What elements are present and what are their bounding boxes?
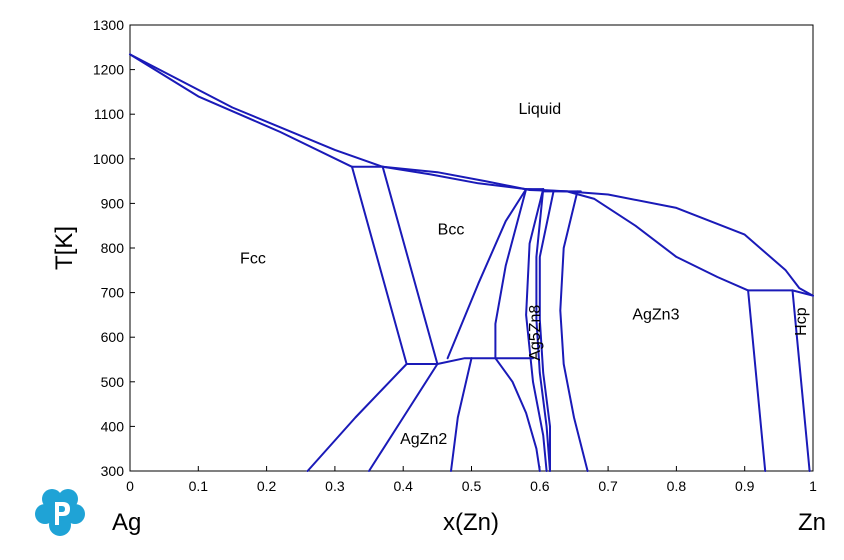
region-label-agzn3: AgZn3 <box>632 306 679 323</box>
y-tick-label: 400 <box>101 418 125 434</box>
x-axis: 0 0.1 0.2 0.3 0.4 0.5 0.6 0.7 0.8 0.9 1 <box>126 466 817 494</box>
left-end-label: Ag <box>112 509 141 536</box>
phase-boundary-5 <box>566 190 750 292</box>
phase-boundary-16 <box>494 357 541 472</box>
x-tick-label: 0.7 <box>598 478 618 494</box>
region-label-fcc: Fcc <box>240 251 266 268</box>
x-tick-label: 0.4 <box>393 478 413 494</box>
plot-frame <box>129 24 814 472</box>
phase-boundary-12 <box>446 188 528 360</box>
region-label-bcc: Bcc <box>438 222 465 239</box>
logo-icon <box>35 489 85 536</box>
phase-boundary-25 <box>791 289 814 297</box>
phase-boundary-14 <box>535 188 551 472</box>
y-tick-label: 1000 <box>93 151 124 167</box>
phase-boundary-23 <box>747 289 767 472</box>
phase-boundary-9 <box>436 357 534 365</box>
phase-boundary-19 <box>306 363 408 472</box>
phase-boundary-1 <box>129 53 353 168</box>
phase-boundary-15 <box>538 190 555 472</box>
phase-boundary-20 <box>368 363 439 472</box>
x-tick-label: 0 <box>126 478 134 494</box>
y-tick-label: 1300 <box>93 17 124 33</box>
phase-boundaries <box>129 53 814 472</box>
y-axis-title: T[K] <box>51 226 78 270</box>
phase-boundary-11 <box>494 188 528 360</box>
phase-boundary-0 <box>129 53 384 168</box>
phase-boundary-18 <box>559 190 589 472</box>
x-tick-label: 0.9 <box>735 478 755 494</box>
y-tick-label: 700 <box>101 285 125 301</box>
y-tick-label: 1200 <box>93 62 124 78</box>
x-tick-label: 0.3 <box>325 478 345 494</box>
phase-boundary-7 <box>381 165 439 365</box>
plot-area <box>129 24 814 472</box>
x-tick-label: 0.1 <box>189 478 209 494</box>
region-label-ag5zn8: Ag5Zn8 <box>527 305 544 361</box>
x-axis-title: x(Zn) <box>443 509 499 536</box>
y-axis: 300 400 500 600 700 800 900 1000 1100 1200 1300 <box>93 17 135 479</box>
y-tick-label: 800 <box>101 240 125 256</box>
y-tick-label: 600 <box>101 329 125 345</box>
region-labels: Liquid Fcc Bcc AgZn3 AgZn2 Ag5Zn8 Hcp <box>240 101 810 448</box>
x-tick-label: 0.2 <box>257 478 277 494</box>
right-end-label: Zn <box>798 509 826 536</box>
phase-boundary-24 <box>791 289 811 472</box>
x-tick-label: 0.6 <box>530 478 550 494</box>
phase-boundary-6 <box>351 165 408 365</box>
phase-boundary-13 <box>525 188 548 472</box>
y-tick-label: 900 <box>101 195 125 211</box>
x-tick-label: 0.5 <box>462 478 482 494</box>
phase-boundary-3 <box>381 165 814 297</box>
region-label-liquid: Liquid <box>518 101 561 118</box>
region-label-agzn2: AgZn2 <box>400 431 447 448</box>
region-label-hcp: Hcp <box>793 307 810 336</box>
x-tick-label: 0.8 <box>667 478 687 494</box>
x-tick-label: 1 <box>809 478 817 494</box>
y-tick-label: 1100 <box>94 106 124 122</box>
y-tick-label: 300 <box>101 463 125 479</box>
phase-boundary-21 <box>450 357 473 472</box>
y-tick-label: 500 <box>101 374 125 390</box>
